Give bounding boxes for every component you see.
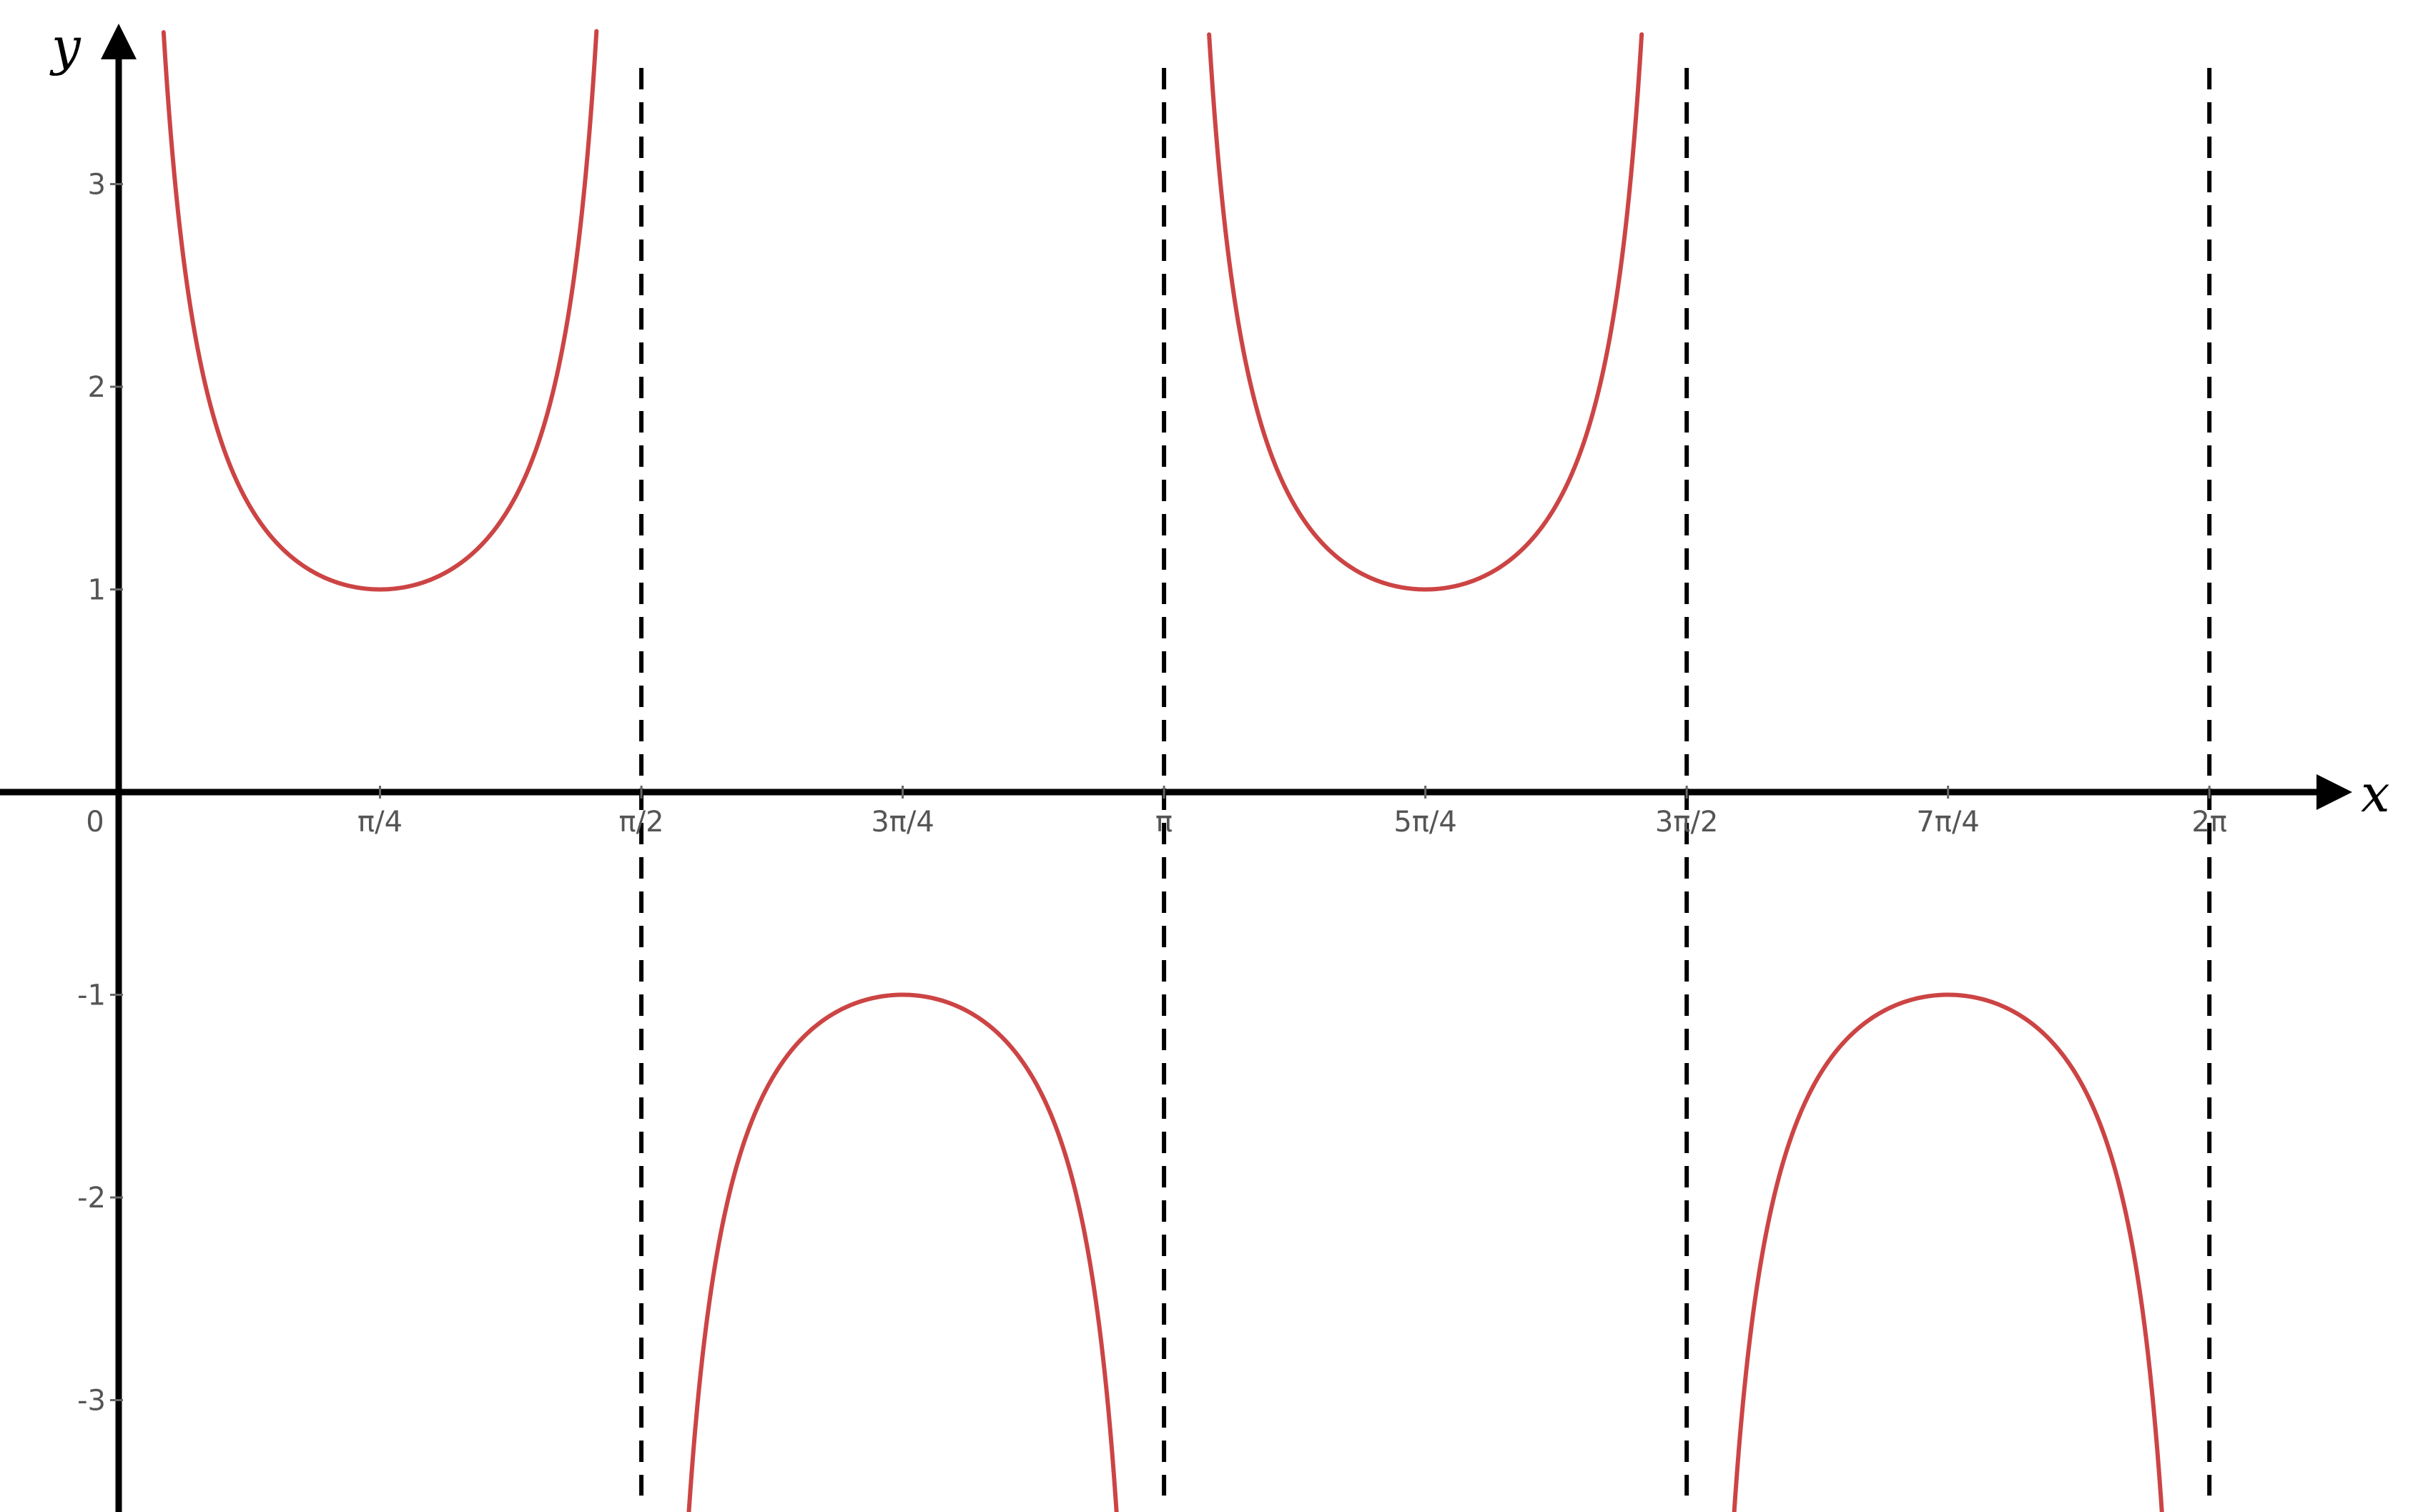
x-tick-label: 2π [2191,806,2227,839]
x-tick-label: 3π/4 [871,806,934,839]
x-tick-label: π/2 [619,806,664,839]
asymptote-layer [639,68,2212,1496]
y-tick-label: -2 [77,1182,106,1215]
curve-branch [1732,992,2164,1512]
x-tick-label: 5π/4 [1393,806,1456,839]
curve-branch [1207,32,1644,592]
y-tick-label: 3 [88,169,106,202]
x-axis-title: x [2361,764,2390,824]
y-tick-label: 1 [88,574,106,607]
x-tick-label: 7π/4 [1916,806,1979,839]
y-tick-label: 2 [88,371,106,404]
y-axis-title: y [49,16,82,76]
x-tick-label: 0 [86,806,104,839]
curve-layer [161,29,2164,1512]
x-tick-label: 3π/2 [1655,806,1718,839]
y-axis-arrow-icon [101,24,137,59]
x-axis-arrow-icon [2316,774,2352,810]
y-tick-label: -3 [77,1385,106,1418]
axes-layer [0,24,2352,1512]
y-tick-label: -1 [77,979,106,1012]
curve-branch [686,992,1119,1512]
x-tick-label: π/4 [357,806,403,839]
x-tick-label: π [1155,806,1173,839]
curve-branch [161,29,599,592]
tick-layer: 0 π/4 π/2 3π/4 π 5π/4 3π/2 7π/4 2π 3 2 1 -1 -2 -3 [77,169,2227,1418]
